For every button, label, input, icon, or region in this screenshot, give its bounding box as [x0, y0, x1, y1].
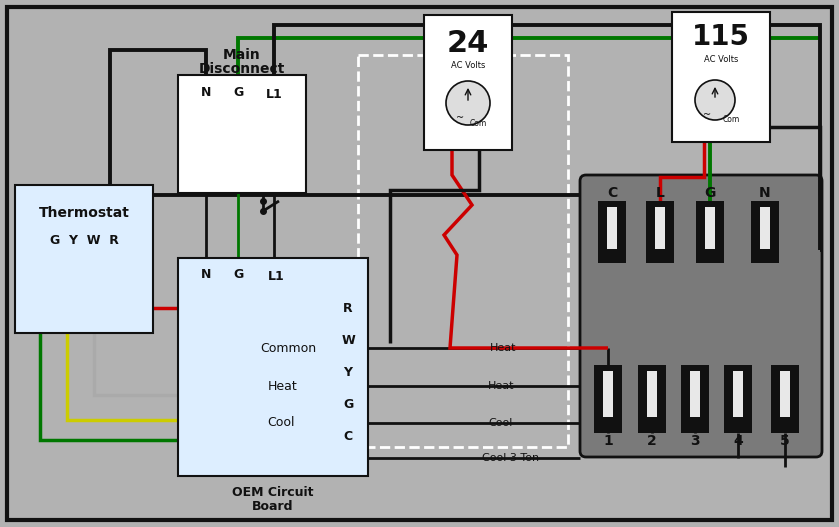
- Text: OEM Circuit: OEM Circuit: [232, 485, 314, 499]
- Text: Y: Y: [343, 366, 352, 378]
- Bar: [733, 371, 743, 417]
- Text: N: N: [759, 186, 771, 200]
- Text: R: R: [343, 301, 353, 315]
- Bar: [638, 365, 666, 433]
- Bar: [681, 365, 709, 433]
- Text: Heat: Heat: [488, 381, 514, 391]
- Text: Thermostat: Thermostat: [39, 206, 129, 220]
- Bar: [358, 55, 568, 447]
- Bar: [603, 371, 613, 417]
- Bar: [751, 201, 779, 263]
- Text: 115: 115: [692, 23, 750, 51]
- Text: Heat: Heat: [490, 343, 517, 353]
- Circle shape: [695, 80, 735, 120]
- Bar: [594, 365, 622, 433]
- Bar: [607, 207, 617, 249]
- Bar: [15, 185, 153, 333]
- Bar: [178, 75, 306, 193]
- Text: G: G: [343, 397, 353, 411]
- Bar: [780, 371, 790, 417]
- Bar: [696, 201, 724, 263]
- Text: 3: 3: [690, 434, 700, 448]
- Text: L1: L1: [268, 269, 284, 282]
- Text: N: N: [201, 86, 211, 100]
- Text: AC Volts: AC Volts: [451, 61, 485, 70]
- Bar: [690, 371, 700, 417]
- Text: Com: Com: [722, 115, 740, 124]
- Text: AC Volts: AC Volts: [704, 55, 738, 64]
- Text: 4: 4: [733, 434, 743, 448]
- Text: G  Y  W  R: G Y W R: [50, 233, 118, 247]
- Text: 2: 2: [647, 434, 657, 448]
- Text: C: C: [607, 186, 618, 200]
- FancyBboxPatch shape: [580, 175, 822, 457]
- Bar: [724, 365, 752, 433]
- Text: Cool 3 Ton: Cool 3 Ton: [482, 453, 539, 463]
- Bar: [771, 365, 799, 433]
- Text: Cool: Cool: [268, 416, 294, 430]
- Text: 1: 1: [603, 434, 612, 448]
- Text: 5: 5: [780, 434, 789, 448]
- Text: Cool: Cool: [488, 418, 513, 428]
- Bar: [178, 258, 368, 476]
- Text: G: G: [704, 186, 716, 200]
- Text: L1: L1: [266, 89, 283, 102]
- Text: C: C: [343, 430, 352, 443]
- Bar: [760, 207, 770, 249]
- Bar: [424, 15, 512, 150]
- Circle shape: [446, 81, 490, 125]
- Text: W: W: [341, 334, 355, 346]
- Text: Board: Board: [253, 500, 294, 512]
- Bar: [646, 201, 674, 263]
- Bar: [705, 207, 715, 249]
- Text: ~: ~: [703, 110, 711, 120]
- Text: Common: Common: [260, 341, 316, 355]
- Text: L: L: [655, 186, 664, 200]
- Bar: [647, 371, 657, 417]
- Text: Disconnect: Disconnect: [199, 62, 285, 76]
- Text: 24: 24: [447, 28, 489, 57]
- Text: Com: Com: [469, 119, 487, 128]
- Text: G: G: [233, 86, 243, 100]
- Text: G: G: [233, 268, 243, 280]
- Bar: [598, 201, 626, 263]
- Text: N: N: [201, 268, 211, 280]
- Text: ~: ~: [456, 113, 464, 123]
- Bar: [672, 12, 770, 142]
- Text: Main: Main: [223, 48, 261, 62]
- Bar: [655, 207, 665, 249]
- Text: Heat: Heat: [268, 379, 298, 393]
